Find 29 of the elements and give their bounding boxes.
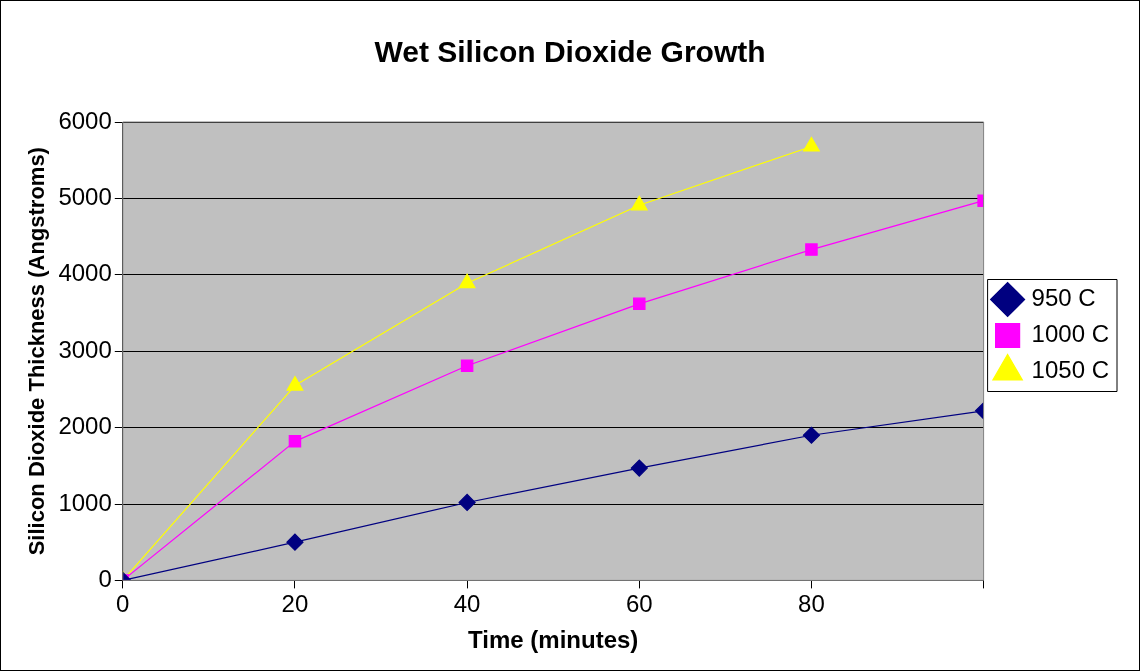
y-tick-label: 5000	[58, 183, 112, 211]
legend-label: 1050 C	[1031, 356, 1109, 384]
x-tick-label: 0	[116, 590, 130, 618]
x-tick-label: 60	[625, 590, 653, 618]
x-tick-label: 40	[453, 590, 481, 618]
y-tick-label: 2000	[58, 412, 112, 440]
point	[460, 359, 474, 372]
legend-label: 950 C	[1031, 284, 1096, 312]
point	[286, 533, 304, 551]
y-tick-label: 0	[98, 565, 112, 593]
y-tick-label: 3000	[58, 335, 112, 363]
x-axis-title: Time (minutes)	[468, 626, 639, 654]
point	[805, 243, 818, 256]
y-tick-label: 4000	[58, 259, 112, 287]
y-tick-label: 1000	[58, 488, 112, 516]
point	[803, 136, 820, 152]
y-axis-title: Silicon Dioxide Thickness (Angstroms)	[24, 147, 50, 556]
x-tick-label: 20	[281, 590, 309, 618]
point	[458, 273, 476, 289]
legend-label: 1000 C	[1031, 320, 1109, 348]
point	[633, 297, 646, 311]
point	[630, 459, 648, 477]
y-tick-label: 6000	[58, 106, 112, 134]
point	[630, 195, 648, 211]
chart-title: Wet Silicon Dioxide Growth	[374, 35, 766, 69]
point	[802, 426, 821, 444]
point	[288, 435, 302, 448]
x-tick-label: 80	[798, 590, 825, 618]
point	[458, 493, 476, 512]
